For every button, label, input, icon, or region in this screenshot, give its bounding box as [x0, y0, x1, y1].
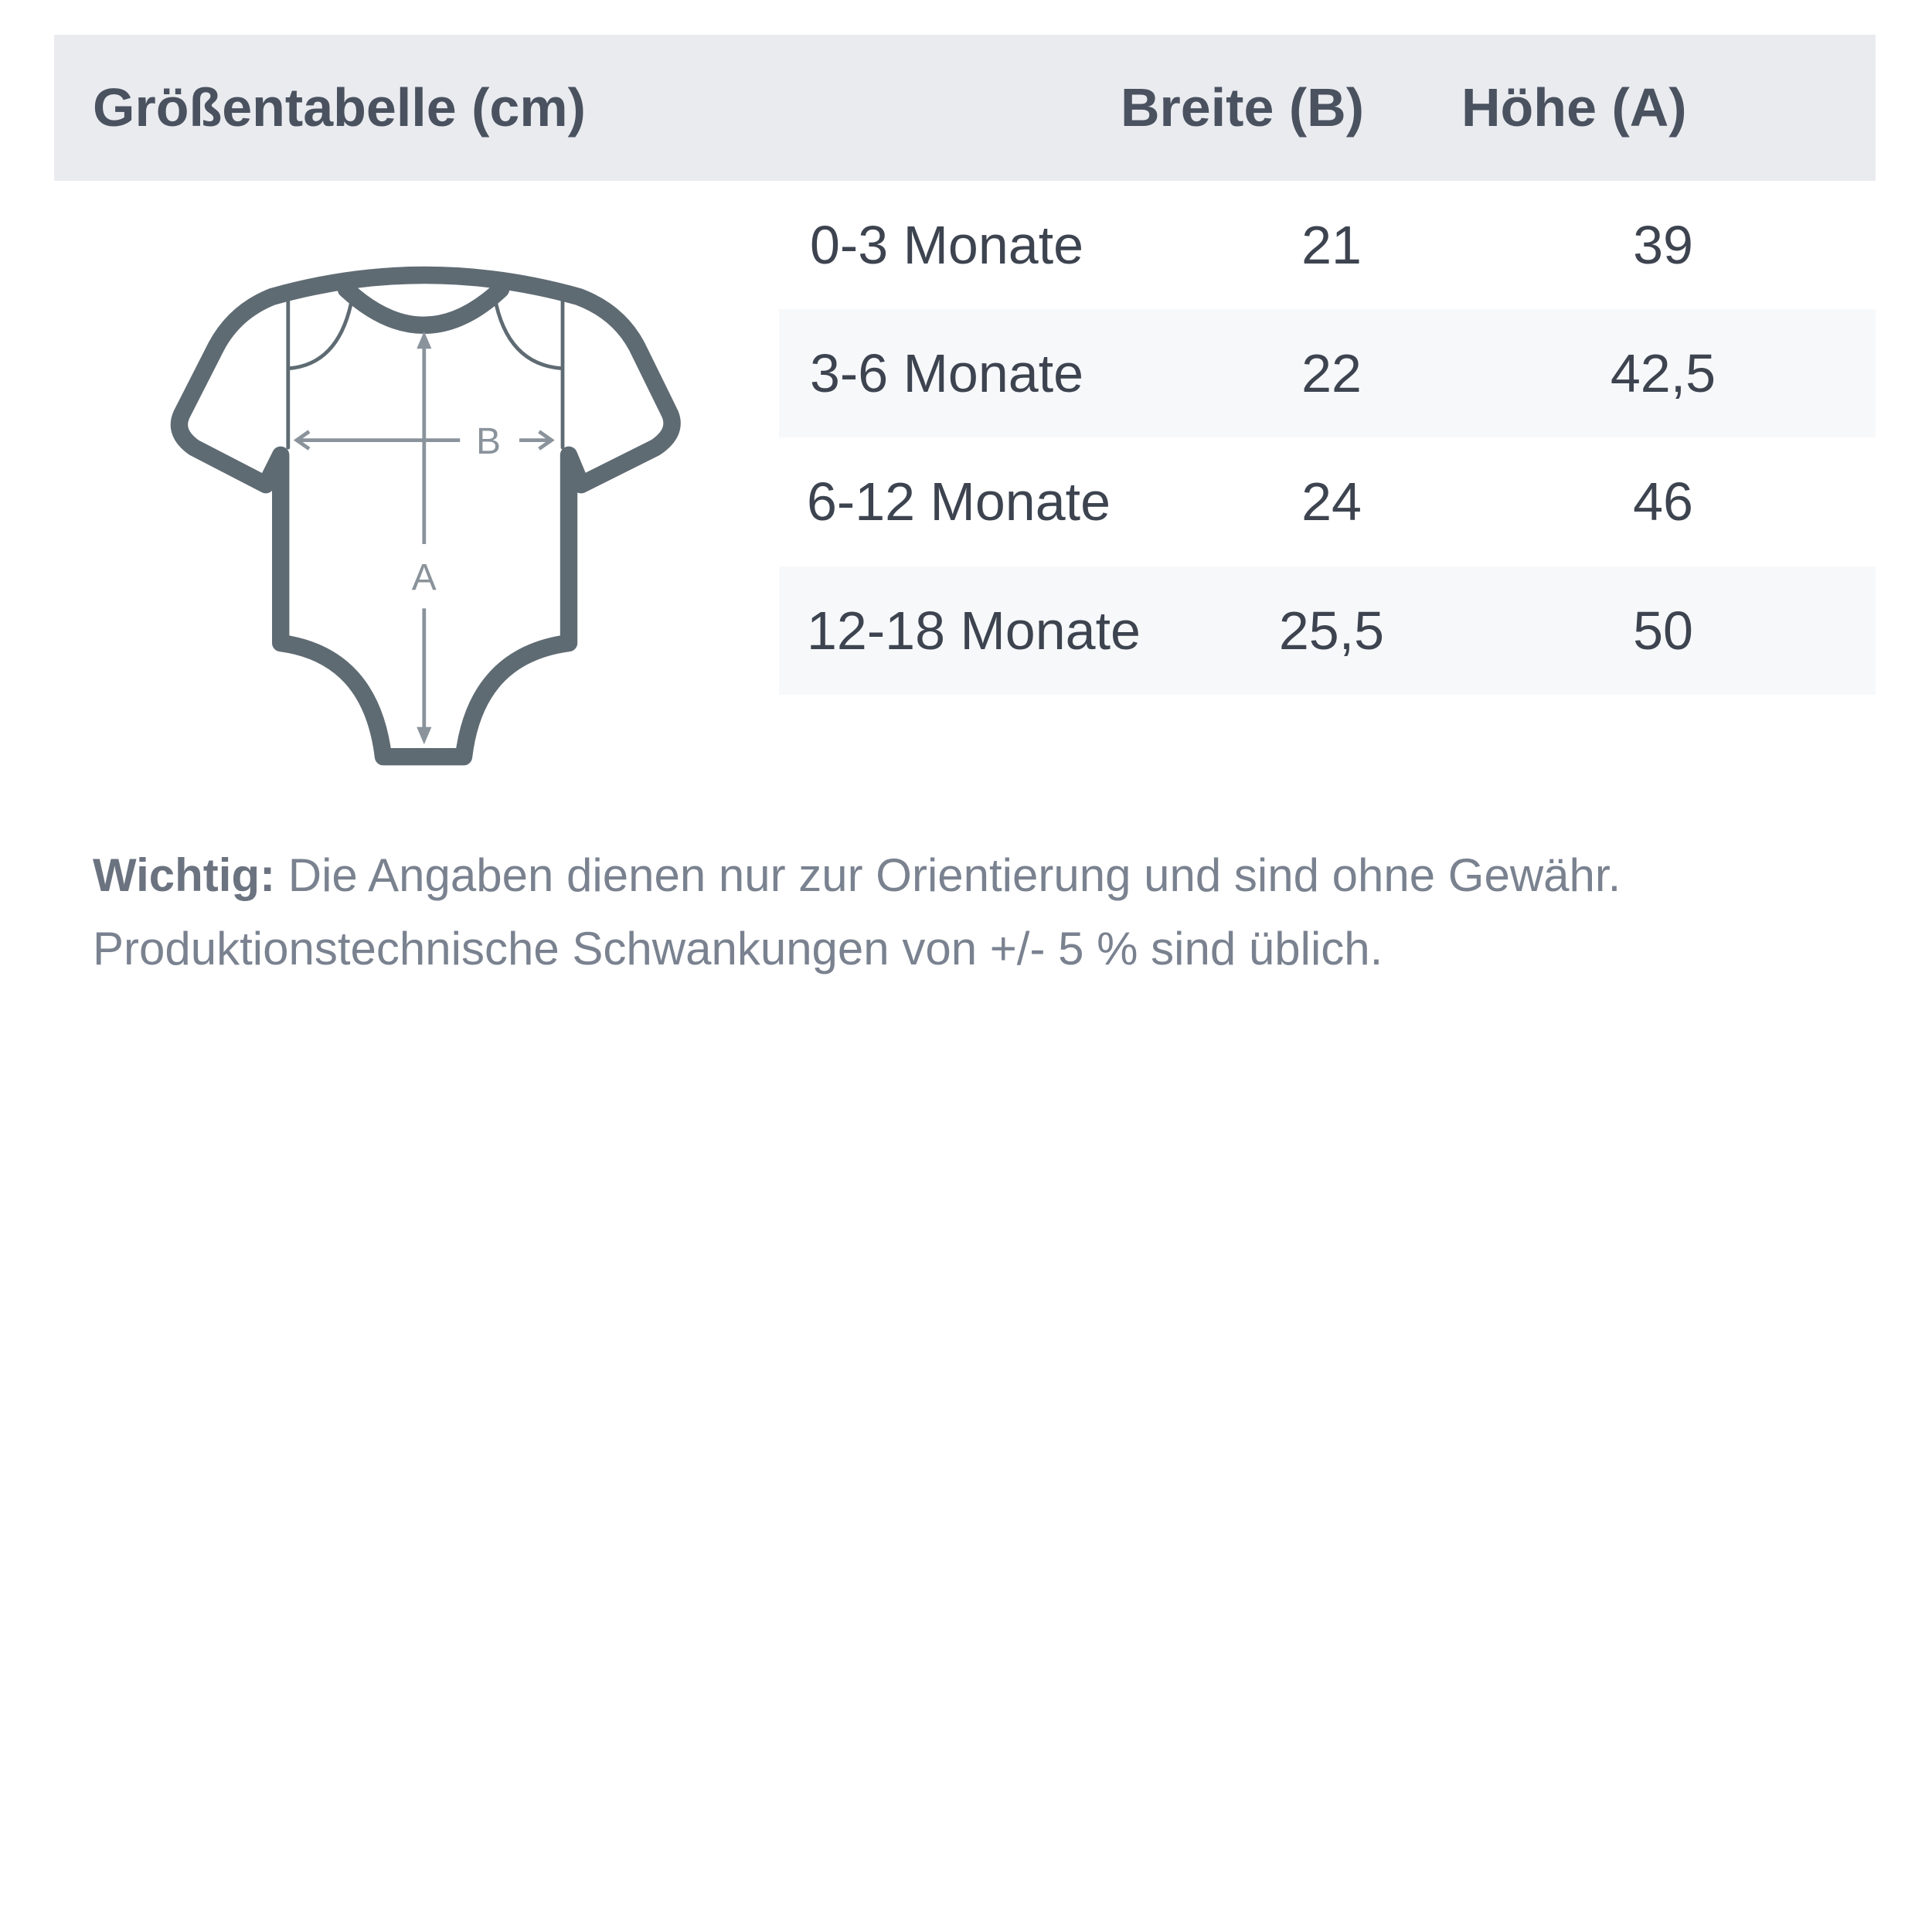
neckline [337, 281, 510, 334]
height-cell: 46 [1633, 471, 1693, 532]
bodysuit-outline [170, 266, 681, 766]
width-cell: 25,5 [1278, 600, 1385, 661]
size-cell: 12-18 Monate [807, 600, 1141, 661]
table-row: 3-6 Monate 22 42,5 [779, 309, 1876, 437]
width-cell: 21 [1301, 215, 1362, 275]
note-line-2: Produktionstechnische Schwankungen von +… [93, 923, 1383, 975]
size-cell: 0-3 Monate [810, 215, 1084, 275]
height-cell: 42,5 [1610, 343, 1716, 403]
width-cell: 24 [1301, 471, 1362, 532]
table-row: 0-3 Monate 21 39 [779, 181, 1876, 309]
label-a: A [412, 557, 437, 598]
size-cell: 6-12 Monate [807, 471, 1111, 532]
table-header: Größentabelle (cm) Breite (B) Höhe (A) [54, 35, 1876, 181]
label-b: B [476, 421, 501, 462]
table-row: 12-18 Monate 25,5 50 [779, 566, 1876, 695]
height-cell: 50 [1633, 600, 1693, 661]
table-title: Größentabelle (cm) [93, 77, 586, 138]
column-header-width: Breite (B) [1121, 77, 1365, 138]
height-cell: 39 [1633, 215, 1693, 275]
size-cell: 3-6 Monate [810, 343, 1084, 403]
note-label: Wichtig: [93, 849, 276, 901]
note-line-1: Die Angaben dienen nur zur Orientierung … [275, 849, 1621, 901]
seams [286, 294, 565, 450]
table-row: 6-12 Monate 24 46 [779, 437, 1876, 566]
column-header-height: Höhe (A) [1461, 77, 1687, 138]
width-cell: 22 [1301, 343, 1362, 403]
disclaimer-note: Wichtig: Die Angaben dienen nur zur Orie… [93, 838, 1870, 985]
